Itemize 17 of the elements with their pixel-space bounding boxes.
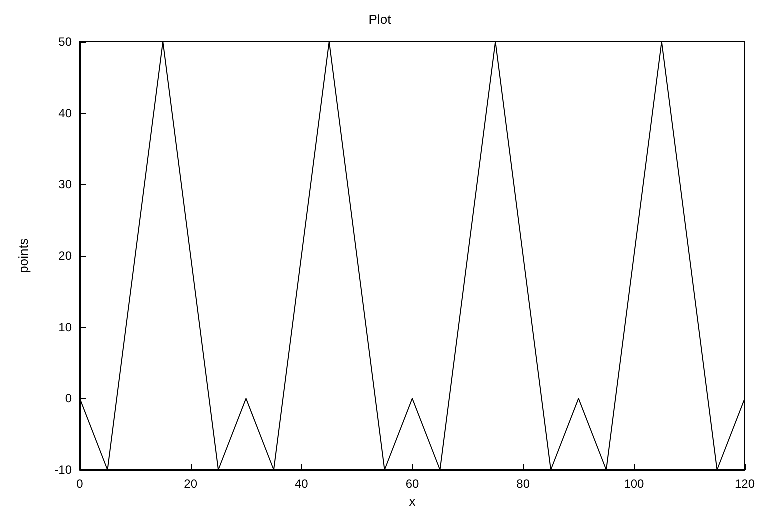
y-tick-label: 50 [58, 35, 72, 49]
x-tick-label: 0 [76, 477, 84, 491]
x-axis-title: x [409, 494, 416, 509]
x-tick-label: 40 [294, 477, 309, 491]
x-tick-label: 20 [184, 477, 198, 491]
x-tick-label: 80 [516, 477, 530, 491]
y-tick-label: 10 [58, 320, 72, 334]
x-tick-label: 100 [624, 477, 644, 491]
y-tick-label: -10 [54, 463, 72, 477]
y-tick-label: 30 [58, 178, 72, 192]
x-tick-label: 120 [734, 477, 756, 491]
y-tick-label: 20 [58, 249, 72, 263]
y-axis-title: points [16, 238, 31, 274]
y-tick-label: 40 [58, 106, 72, 120]
x-tick-label: 60 [406, 477, 420, 491]
y-tick-label: 0 [65, 392, 72, 406]
chart-title: Plot [368, 12, 392, 27]
